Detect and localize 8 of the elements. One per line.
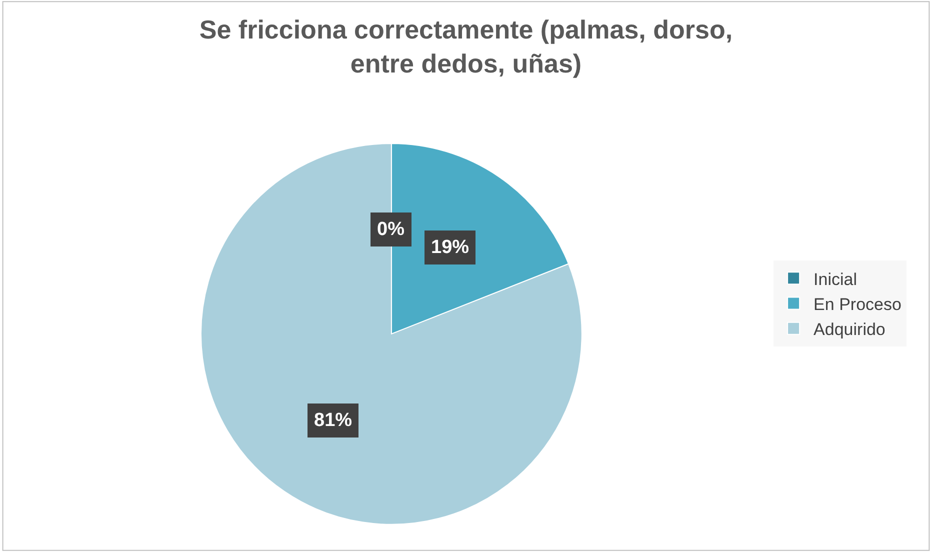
data-label: 81%: [314, 410, 352, 431]
pie-slice: [200, 143, 582, 525]
chart-title: Se fricciona correctamente (palmas, dorso, entre dedos, uñas): [199, 14, 733, 78]
legend-label: En Proceso: [814, 294, 902, 314]
text: 0%: [377, 219, 404, 240]
data-label: 19%: [431, 237, 470, 258]
legend-label: Inicial: [814, 270, 858, 289]
legend-label: Adquirido: [814, 320, 886, 339]
